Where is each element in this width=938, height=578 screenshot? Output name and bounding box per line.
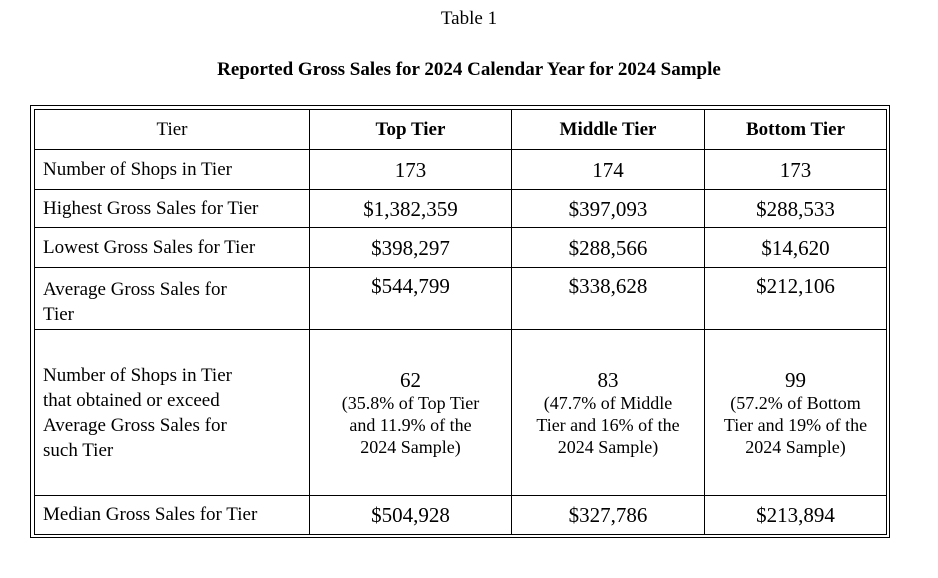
cell-middle: $288,566: [511, 227, 705, 268]
row-label: Lowest Gross Sales for Tier: [34, 227, 310, 268]
cell-bottom: $213,894: [704, 495, 887, 535]
row-label: Number of Shops in Tier that obtained or…: [34, 329, 310, 496]
table-row: Lowest Gross Sales for Tier $398,297 $28…: [34, 227, 887, 268]
cell-middle: 174: [511, 149, 705, 190]
cell-top: $504,928: [309, 495, 512, 535]
percent-note: and 11.9% of the: [349, 414, 472, 435]
cell-middle: $338,628: [511, 267, 705, 330]
header-tier: Tier: [34, 109, 310, 150]
cell-top: 62 (35.8% of Top Tier and 11.9% of the 2…: [309, 329, 512, 496]
cell-middle: 83 (47.7% of Middle Tier and 16% of the …: [511, 329, 705, 496]
cell-middle: $397,093: [511, 189, 705, 228]
table-row: Number of Shops in Tier that obtained or…: [34, 329, 887, 496]
table-row: Average Gross Sales for Tier $544,799 $3…: [34, 267, 887, 330]
cell-middle: $327,786: [511, 495, 705, 535]
cell-bottom: 99 (57.2% of Bottom Tier and 19% of the …: [704, 329, 887, 496]
count-value: 99: [785, 367, 806, 392]
header-row: Tier Top Tier Middle Tier Bottom Tier: [34, 109, 887, 150]
table-frame: Tier Top Tier Middle Tier Bottom Tier Nu…: [30, 105, 890, 538]
cell-bottom: $14,620: [704, 227, 887, 268]
row-label-line: Number of Shops in Tier: [43, 364, 232, 386]
percent-note: 2024 Sample): [745, 436, 846, 457]
header-middle-tier: Middle Tier: [511, 109, 705, 150]
cell-top: $398,297: [309, 227, 512, 268]
table-row: Number of Shops in Tier 173 174 173: [34, 149, 887, 190]
percent-note: 2024 Sample): [360, 436, 461, 457]
count-value: 62: [400, 367, 421, 392]
header-top-tier: Top Tier: [309, 109, 512, 150]
cell-top: $1,382,359: [309, 189, 512, 228]
cell-bottom: $288,533: [704, 189, 887, 228]
cell-top: $544,799: [309, 267, 512, 330]
cell-bottom: 173: [704, 149, 887, 190]
table-row: Highest Gross Sales for Tier $1,382,359 …: [34, 189, 887, 228]
row-label-line: that obtained or exceed: [43, 389, 220, 411]
row-label: Average Gross Sales for Tier: [34, 267, 310, 330]
count-value: 83: [597, 367, 619, 392]
percent-note: Tier and 16% of the: [536, 414, 680, 435]
percent-note: (35.8% of Top Tier: [341, 392, 480, 413]
percent-note: 2024 Sample): [557, 436, 659, 457]
header-bottom-tier: Bottom Tier: [704, 109, 887, 150]
row-label-line: Tier: [43, 303, 74, 325]
row-label-line: such Tier: [43, 439, 114, 461]
percent-note: Tier and 19% of the: [723, 414, 868, 435]
percent-note: (47.7% of Middle: [543, 392, 673, 413]
row-label: Number of Shops in Tier: [34, 149, 310, 190]
cell-bottom: $212,106: [704, 267, 887, 330]
row-label-line: Average Gross Sales for: [43, 278, 227, 300]
row-label: Median Gross Sales for Tier: [34, 495, 310, 535]
row-label: Highest Gross Sales for Tier: [34, 189, 310, 228]
cell-top: 173: [309, 149, 512, 190]
gross-sales-table: Tier Top Tier Middle Tier Bottom Tier Nu…: [34, 109, 887, 535]
table-caption: Table 1: [440, 8, 498, 29]
percent-note: (57.2% of Bottom: [730, 392, 861, 413]
table-row: Median Gross Sales for Tier $504,928 $32…: [34, 495, 887, 535]
table-title: Reported Gross Sales for 2024 Calendar Y…: [217, 59, 721, 80]
row-label-line: Average Gross Sales for: [43, 414, 227, 436]
